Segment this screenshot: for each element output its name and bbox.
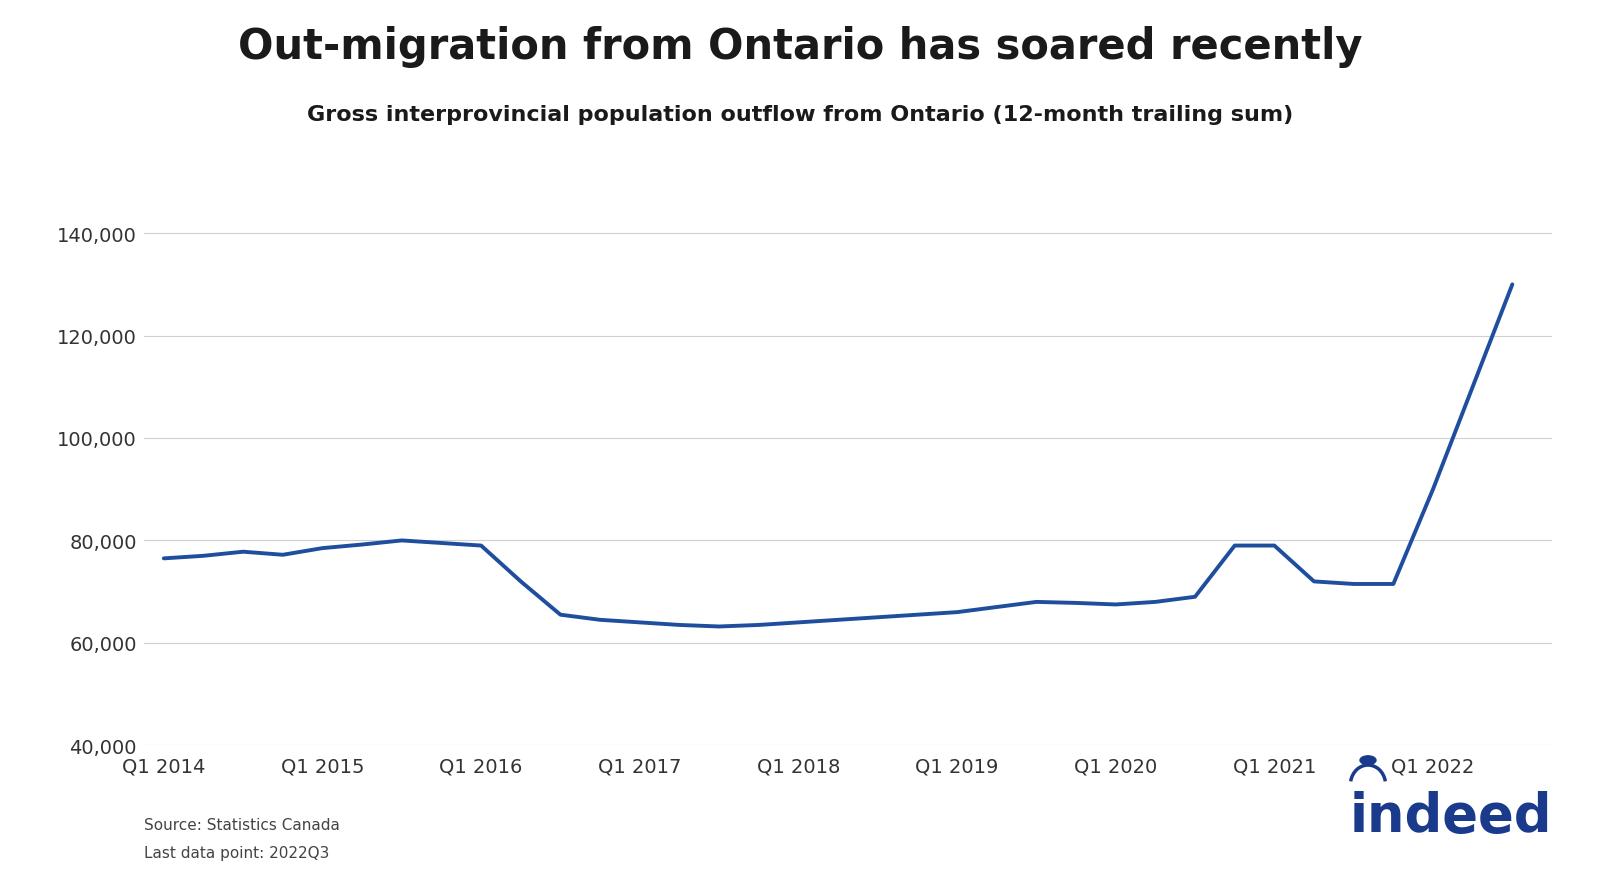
Text: Source: Statistics Canada: Source: Statistics Canada [144,817,339,832]
Text: Last data point: 2022Q3: Last data point: 2022Q3 [144,845,330,859]
Text: Gross interprovincial population outflow from Ontario (12-month trailing sum): Gross interprovincial population outflow… [307,105,1293,125]
Text: indeed: indeed [1349,790,1552,842]
Text: Out-migration from Ontario has soared recently: Out-migration from Ontario has soared re… [238,26,1362,68]
